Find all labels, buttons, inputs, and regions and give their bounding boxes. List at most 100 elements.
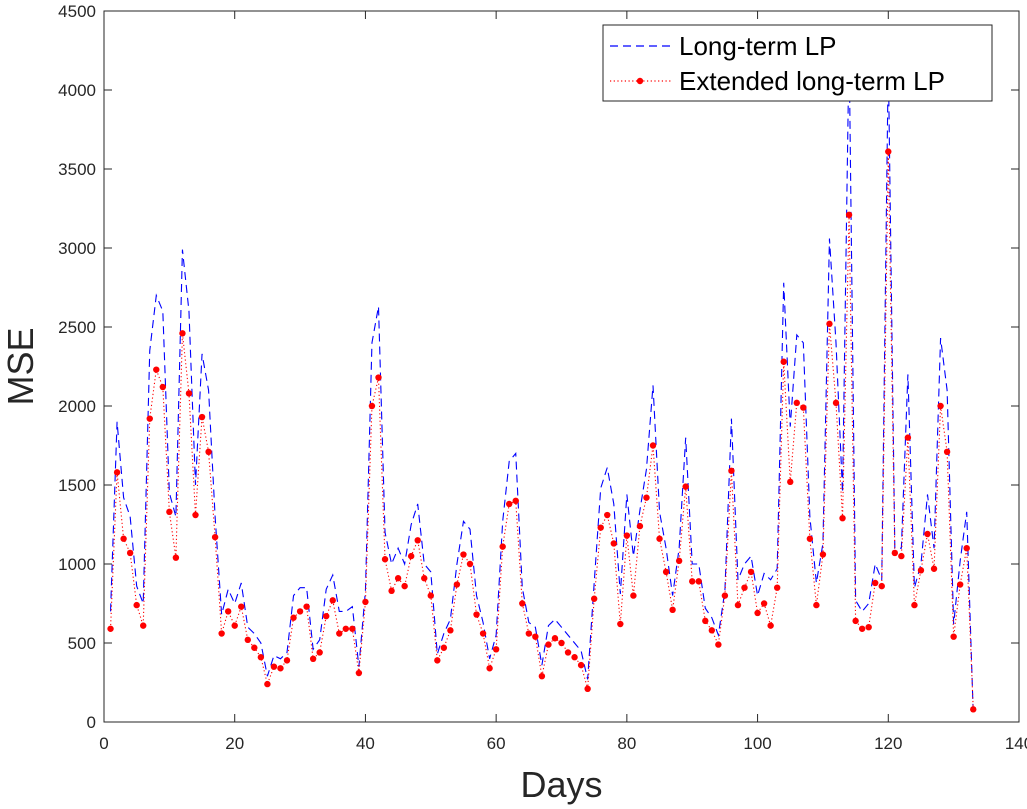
series-2-point — [760, 600, 768, 607]
series-2-point — [551, 635, 559, 642]
series-2-point — [656, 535, 663, 542]
series-2-point — [519, 600, 526, 607]
series-2-point — [819, 551, 827, 558]
series-2-point — [956, 581, 964, 588]
series-2-point — [198, 413, 206, 421]
y-tick-label: 4000 — [58, 81, 96, 100]
series-2-point — [682, 483, 689, 490]
series-2-point — [388, 587, 395, 595]
series-2-point — [205, 448, 212, 456]
series-2-point — [747, 568, 755, 576]
series-2-point — [453, 581, 461, 588]
series-2-point — [120, 535, 127, 542]
series-2-point — [577, 661, 585, 669]
series-2-point — [407, 552, 415, 560]
series-2-point — [649, 442, 657, 449]
series-2-point — [506, 500, 513, 508]
series-line-1 — [109, 45, 974, 715]
series-2-point — [309, 655, 317, 662]
series-2-point — [865, 624, 872, 631]
x-tick-label: 80 — [617, 734, 636, 753]
series-2-point — [773, 584, 781, 591]
series-2-point — [924, 530, 931, 538]
y-tick-label: 0 — [87, 713, 96, 732]
series-2-point — [414, 537, 421, 544]
series-2-point — [826, 320, 833, 328]
series-2-point — [780, 358, 787, 365]
series-2-point — [473, 611, 480, 618]
series-2-point — [689, 578, 696, 585]
series-2-point — [564, 649, 572, 656]
y-tick-label: 4500 — [58, 2, 96, 21]
series-2-point — [643, 494, 650, 501]
series-2-point — [434, 657, 441, 664]
series-2-point — [675, 557, 683, 565]
series-2-point — [702, 617, 709, 625]
series-2-point — [224, 608, 232, 615]
series-2-point — [140, 622, 147, 629]
series-2-point — [950, 633, 957, 640]
series-2-point — [290, 614, 297, 621]
series-2-point — [872, 579, 879, 587]
series-2-point — [211, 533, 219, 541]
y-tick-label: 1000 — [58, 555, 96, 574]
series-2-point — [126, 549, 134, 557]
legend-label-1: Long-term LP — [679, 31, 837, 61]
x-tick-label: 60 — [487, 734, 506, 753]
series-2-point — [728, 467, 735, 474]
series-2-point — [185, 390, 193, 397]
series-2-point — [852, 617, 859, 625]
series-2-point — [362, 598, 369, 606]
y-tick-label: 3500 — [58, 160, 96, 179]
series-2-point — [891, 549, 899, 557]
series-2-point — [754, 609, 761, 617]
series-2-point — [538, 672, 546, 680]
y-tick-label: 2000 — [58, 397, 96, 416]
series-2-point — [767, 622, 774, 629]
series-2-point — [898, 552, 905, 560]
series-2-point — [270, 663, 278, 670]
series-2-point — [839, 514, 846, 522]
series-2-point — [375, 374, 382, 381]
axis-ticks: 0 20 40 60 80 100 120 140 0 500 1000 1500 2000 2500 30… — [58, 2, 1027, 753]
series-2-point — [336, 630, 343, 637]
x-tick-label: 100 — [743, 734, 771, 753]
series-2-point — [590, 595, 598, 602]
series-2-point — [257, 654, 265, 661]
series-2-point — [721, 592, 729, 599]
x-tick-label: 0 — [99, 734, 108, 753]
series-2-point — [342, 625, 350, 632]
series-2-point — [133, 601, 140, 609]
legend-marker-2 — [636, 77, 644, 85]
x-tick-label: 120 — [874, 734, 902, 753]
series-2-point — [277, 665, 284, 672]
series-2-point — [597, 524, 604, 531]
series-2-point — [192, 511, 199, 519]
x-tick-label: 140 — [1005, 734, 1027, 753]
series-2-point — [303, 603, 310, 610]
y-tick-label: 3000 — [58, 239, 96, 258]
series-2-point — [813, 601, 820, 609]
series-2-point — [146, 415, 153, 422]
series-2-point — [800, 404, 807, 411]
series-2-point — [107, 625, 114, 632]
series-2-point — [734, 601, 742, 609]
series-2-point — [394, 575, 402, 582]
series-2-point — [368, 402, 376, 410]
x-tick-label: 40 — [356, 734, 375, 753]
series-2-point — [885, 148, 892, 155]
series-2-point — [904, 434, 912, 441]
series-2-point — [492, 646, 500, 653]
y-tick-label: 500 — [68, 634, 96, 653]
series-2-point — [845, 211, 853, 219]
series-2-point — [715, 641, 722, 648]
y-axis-label: MSE — [0, 327, 41, 405]
series-2-point — [349, 625, 356, 632]
series-2-point — [486, 665, 493, 672]
series-2-point — [355, 669, 363, 677]
series-2-point — [427, 592, 434, 599]
series-2-point — [525, 630, 533, 637]
series-2-point — [231, 622, 238, 629]
series-2-point — [858, 625, 866, 632]
